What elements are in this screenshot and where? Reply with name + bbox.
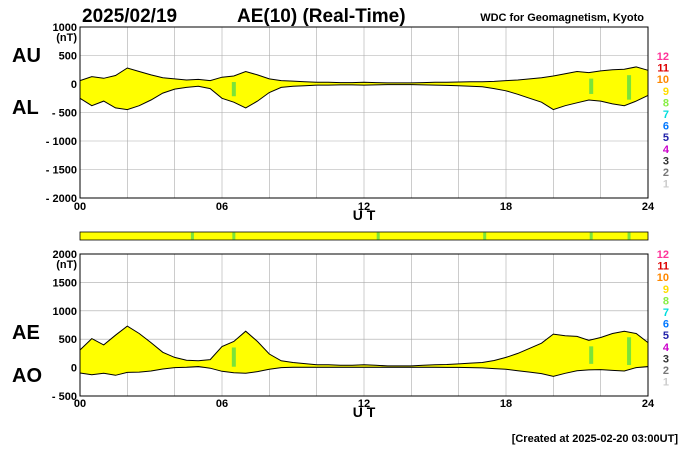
station-count-label: 6	[663, 121, 669, 133]
side-label-au: AU	[12, 45, 41, 67]
data-gap-mark	[231, 347, 236, 367]
series-line-au	[79, 66, 649, 84]
x-tick-label: 06	[216, 201, 228, 213]
y-tick-label: 0	[71, 79, 77, 91]
y-tick-label: 0	[71, 363, 77, 375]
station-count-label: 8	[663, 97, 669, 109]
data-gap-mark	[589, 78, 594, 94]
station-count-label: 1	[663, 377, 669, 389]
station-count-label: 11	[657, 63, 669, 75]
station-count-label: 5	[663, 330, 669, 342]
station-count-label: 10	[657, 272, 669, 284]
au-al-panel: 1000 500 0 - 500 - 1000 - 1500 - 2000 (nT) 00 06 1…	[12, 22, 670, 223]
y-tick-label: 2000	[53, 249, 77, 261]
station-count-label: 8	[663, 295, 669, 307]
x-tick-label: 06	[216, 398, 228, 410]
created-timestamp: [Created at 2025-02-20 03:00UT]	[512, 433, 679, 445]
x-tick-label: 12	[358, 398, 370, 410]
data-gap-mark	[627, 337, 632, 366]
source-label: WDC for Geomagnetism, Kyoto	[480, 12, 644, 24]
series-line-al	[79, 84, 649, 111]
x-tick-label: 12	[358, 201, 370, 213]
y-tick-label: 500	[59, 51, 77, 63]
data-gap-mark	[231, 82, 236, 97]
data-gap-mark	[627, 75, 632, 100]
plot-frame	[79, 26, 649, 199]
station-count-label: 1	[663, 179, 669, 191]
coverage-gap-mark	[232, 232, 236, 240]
coverage-gap-mark	[190, 232, 194, 240]
coverage-gap-mark	[376, 232, 380, 240]
coverage-gap-mark	[483, 232, 487, 240]
y-unit-label: (nT)	[56, 259, 77, 271]
side-label-ae: AE	[12, 322, 40, 344]
y-tick-label: - 2000	[46, 193, 77, 205]
data-gap-mark	[589, 346, 594, 364]
y-tick-label: 1000	[53, 22, 77, 34]
y-tick-label: - 500	[52, 108, 77, 120]
station-count-label: 12	[657, 51, 669, 63]
station-count-label: 3	[663, 155, 669, 167]
coverage-strip	[79, 231, 649, 241]
side-label-ao: AO	[12, 365, 42, 387]
station-count-label: 4	[663, 144, 670, 156]
station-count-label: 11	[657, 261, 669, 273]
x-tick-label: 18	[500, 398, 512, 410]
y-tick-label: - 500	[52, 391, 77, 403]
x-tick-label: 00	[74, 201, 86, 213]
x-tick-label: 24	[642, 201, 655, 213]
x-axis-label: U T	[353, 207, 376, 223]
x-tick-label: 24	[642, 398, 655, 410]
station-count-label: 12	[657, 249, 669, 261]
x-tick-label: 18	[500, 201, 512, 213]
y-tick-label: - 1000	[46, 136, 77, 148]
series-line-ae	[79, 325, 649, 367]
station-count-label: 3	[663, 353, 669, 365]
series-line-ao	[79, 365, 649, 377]
station-count-label: 9	[663, 284, 669, 296]
station-count-label: 4	[663, 342, 670, 354]
index-title: AE(10) (Real-Time)	[237, 6, 406, 27]
station-count-label: 7	[663, 307, 669, 319]
station-count-label: 9	[663, 86, 669, 98]
y-tick-label: 500	[59, 334, 77, 346]
coverage-bar	[79, 231, 649, 241]
x-axis-label: U T	[353, 404, 376, 420]
envelope-fill	[80, 326, 648, 377]
side-label-al: AL	[12, 97, 39, 119]
station-count-label: 7	[663, 109, 669, 121]
y-tick-label: 1500	[53, 277, 77, 289]
station-count-label: 10	[657, 74, 669, 86]
station-count-label: 5	[663, 132, 669, 144]
coverage-gap-mark	[589, 232, 593, 240]
station-count-label: 2	[663, 365, 669, 377]
date-title: 2025/02/19	[82, 6, 177, 27]
x-tick-label: 00	[74, 398, 86, 410]
y-tick-label: 1000	[53, 306, 77, 318]
station-count-label: 2	[663, 167, 669, 179]
y-unit-label: (nT)	[56, 32, 77, 44]
y-tick-label: - 1500	[46, 165, 77, 177]
coverage-gap-mark	[627, 232, 631, 240]
plot-frame	[79, 253, 649, 397]
station-count-label: 6	[663, 319, 669, 331]
